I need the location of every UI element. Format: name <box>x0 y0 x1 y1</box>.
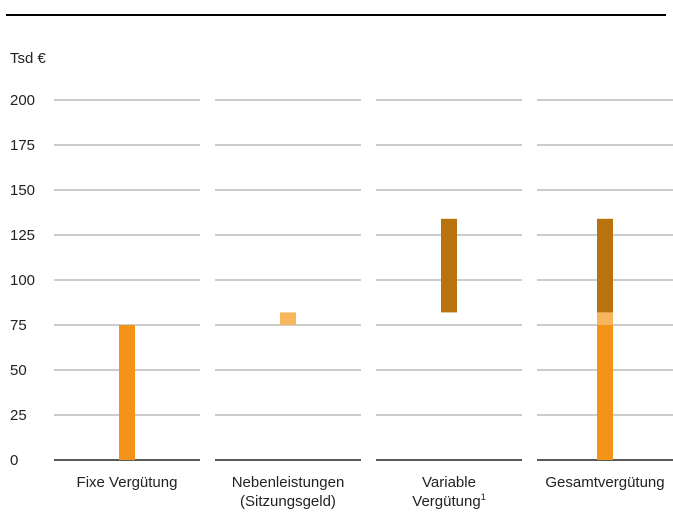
y-tick-label: 75 <box>10 317 27 334</box>
bar-segment <box>597 325 613 460</box>
y-tick-label: 175 <box>10 137 35 154</box>
bars <box>119 218 613 460</box>
bar-segment <box>119 325 135 460</box>
bar-segment <box>280 312 296 325</box>
y-tick-label: 25 <box>10 407 27 424</box>
bar-segment <box>441 218 457 313</box>
grid <box>54 99 673 461</box>
x-category-label: Gesamtvergütung <box>545 474 664 491</box>
y-tick-label: 150 <box>10 182 35 199</box>
y-axis-ticks: 0 25 50 75 100 125 150 175 200 <box>10 92 35 469</box>
y-tick-label: 0 <box>10 452 18 469</box>
y-tick-label: 200 <box>10 92 35 109</box>
category-labels: Fixe Vergütung Nebenleistungen (Sitzungsge… <box>77 474 665 510</box>
y-tick-label: 125 <box>10 227 35 244</box>
x-category-label: Fixe Vergütung <box>77 474 178 491</box>
x-category-label: Nebenleistungen (Sitzungsgeld) <box>232 474 345 510</box>
y-tick-label: 50 <box>10 362 27 379</box>
y-tick-label: 100 <box>10 272 35 289</box>
bar-segment <box>597 312 613 325</box>
bar-segment <box>597 218 613 313</box>
x-category-label: Variable Vergütung1 <box>412 474 485 510</box>
y-axis-unit-label: Tsd € <box>10 50 47 67</box>
